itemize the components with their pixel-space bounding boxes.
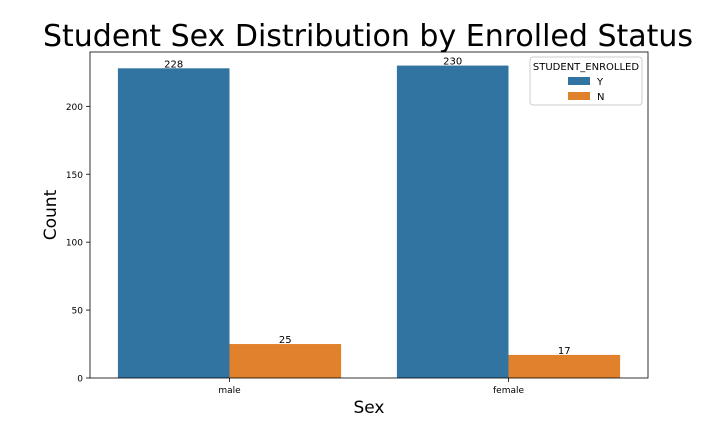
y-axis-label: Count bbox=[41, 189, 61, 240]
bar-female-y bbox=[396, 65, 509, 378]
legend-swatch-y bbox=[568, 77, 590, 85]
plot-frame bbox=[89, 51, 649, 379]
data-label-female-y: 230 bbox=[443, 57, 462, 68]
y-tick-label-200: 200 bbox=[66, 103, 83, 113]
y-tick-label-50: 50 bbox=[72, 307, 84, 317]
y-tick-label-0: 0 bbox=[77, 375, 83, 385]
data-label-female-n: 17 bbox=[558, 346, 571, 357]
chart-title: Student Sex Distribution by Enrolled Sta… bbox=[43, 19, 693, 54]
legend: STUDENT_ENROLLED Y N bbox=[529, 56, 643, 106]
legend-title: STUDENT_ENROLLED bbox=[533, 62, 639, 73]
bar-male-n bbox=[229, 344, 342, 378]
legend-label-y: Y bbox=[596, 77, 604, 88]
bar-male-y bbox=[117, 68, 230, 379]
bar-female-n bbox=[508, 354, 621, 378]
legend-swatch-n bbox=[568, 92, 590, 100]
x-axis-label: Sex bbox=[353, 398, 384, 418]
x-tick-label-female: female bbox=[493, 386, 524, 396]
x-tick-label-male: male bbox=[218, 386, 241, 396]
data-label-male-y: 228 bbox=[164, 59, 183, 70]
legend-label-n: N bbox=[597, 92, 604, 103]
plot-area: 228 25 male 230 17 female 0 50 100 150 200 bbox=[66, 51, 649, 396]
data-label-male-n: 25 bbox=[279, 335, 292, 346]
y-tick-label-150: 150 bbox=[66, 171, 83, 181]
y-tick-label-100: 100 bbox=[66, 239, 83, 249]
